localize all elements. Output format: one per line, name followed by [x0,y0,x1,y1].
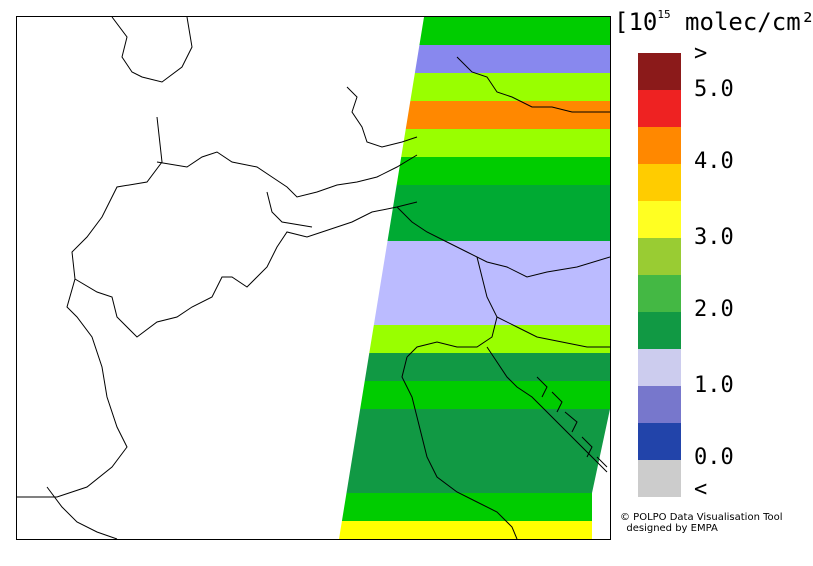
swath-stripe [419,17,610,45]
scale-swatch [638,349,681,386]
tick-label-1: 1.0 [694,373,734,398]
color-scale [638,53,681,497]
swath-stripe [387,185,610,241]
swath-stripe [414,45,610,73]
border-slovenia-croatia [496,316,610,348]
tick-label-over: > [694,41,708,66]
scale-swatch [638,238,681,275]
credit-line-2: designed by EMPA [626,523,718,534]
swath-stripe [396,157,610,185]
credit-line-1: © POLPO Data Visualisation Tool [620,512,783,523]
coastline-croatia [486,346,608,473]
border-liechtenstein [266,191,313,228]
swath-stripe [364,353,610,381]
border-germany-czech [346,86,418,148]
border-switzerland [71,116,418,338]
tick-label-4: 4.0 [694,149,734,174]
border-france-germany [111,17,193,83]
coastline-ligurian [46,486,118,539]
satellite-swath [339,17,610,539]
scale-swatch [638,201,681,238]
credit-text: © POLPO Data Visualisation Tool designed… [620,512,783,534]
unit-prefix: [10 [614,8,658,36]
unit-suffix: molec/cm²] [685,8,813,36]
swath-stripe [405,101,610,129]
swath-stripe [341,493,592,521]
scale-swatch [638,53,681,90]
unit-label: [1015 molec/cm²] [614,8,813,36]
map-panel [16,16,611,540]
swath-stripe [410,73,610,101]
swath-stripe [373,241,610,325]
swath-stripe [360,381,610,409]
border-austria-slovenia [396,206,610,278]
croatian-islands [536,376,608,468]
swath-stripe [401,129,610,157]
border-germany-austria [156,151,418,198]
unit-exponent: 15 [657,8,671,21]
scale-swatch [638,127,681,164]
tick-label-under: < [694,477,708,502]
scale-swatch [638,312,681,349]
scale-swatch [638,460,681,497]
tick-label-2: 2.0 [694,297,734,322]
tick-label-3: 3.0 [694,225,734,250]
scale-swatch [638,164,681,201]
border-italy-slovenia [406,256,498,358]
tick-label-5: 5.0 [694,77,734,102]
swath-map [17,17,610,539]
scale-swatch [638,275,681,312]
swath-stripe [339,521,592,539]
swath-stripe [346,409,610,493]
coastline-italy-east [401,356,518,539]
scale-swatch [638,423,681,460]
border-czech-austria [456,56,610,113]
scale-swatch [638,386,681,423]
tick-label-0: 0.0 [694,445,734,470]
country-borders [17,17,610,539]
border-france-italy [17,278,128,498]
scale-swatch [638,90,681,127]
